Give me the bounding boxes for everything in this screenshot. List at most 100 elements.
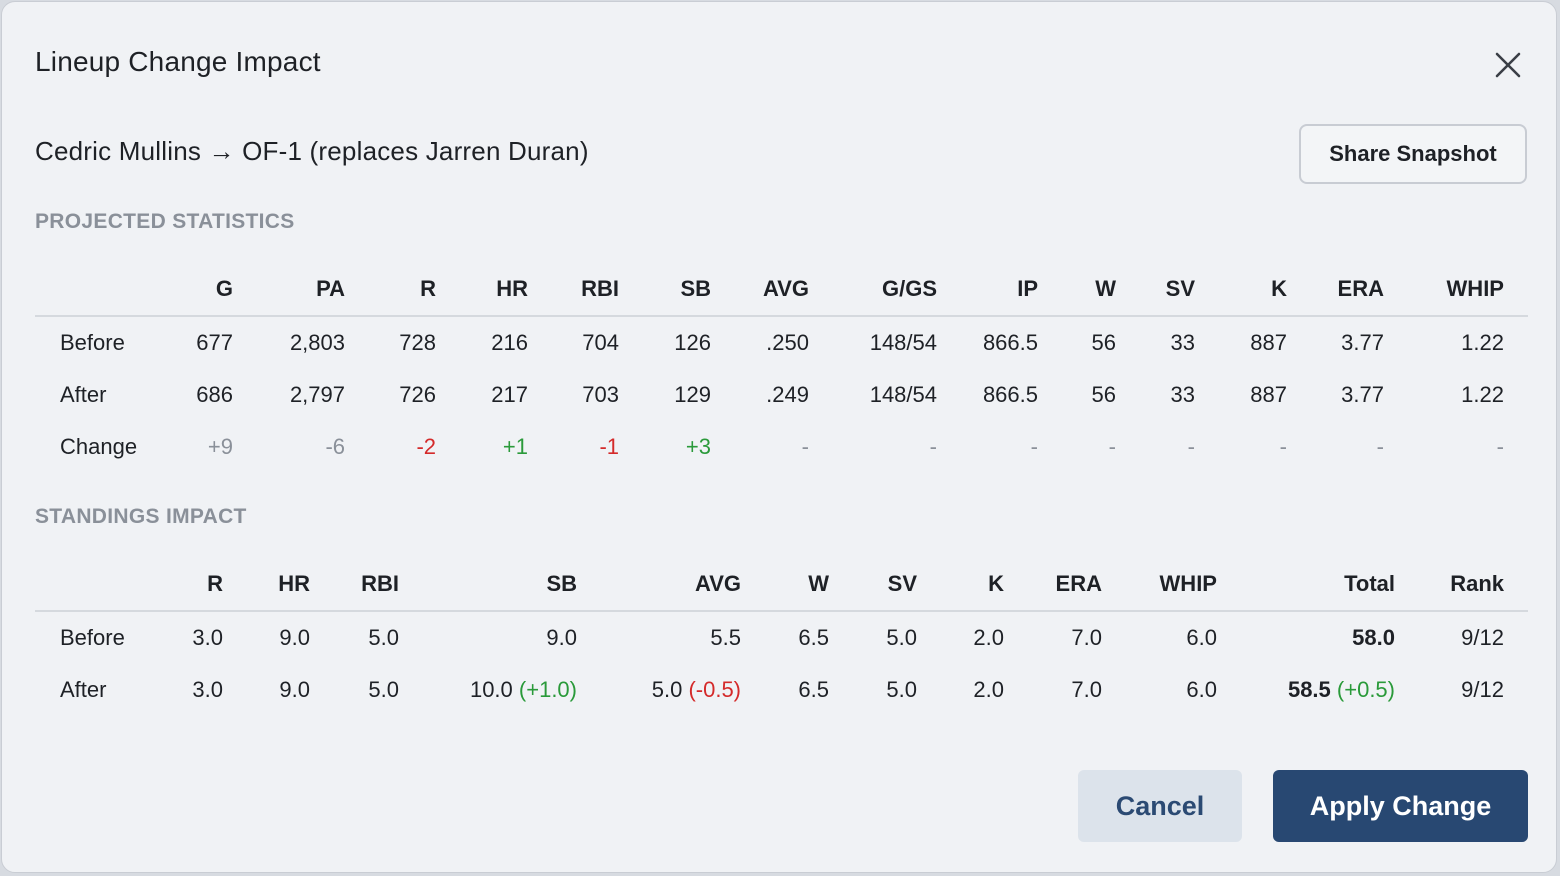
col-header: WHIP (1102, 558, 1217, 612)
points-value: 5.0 (651, 677, 683, 702)
points-cell: 9.0 (279, 625, 310, 650)
total-cell: 58.0 (1352, 625, 1395, 650)
table-row: Before 677 2,803 728 216 704 126 .250 14… (35, 316, 1528, 369)
change-cell: -6 (325, 434, 345, 459)
stat-cell: 866.5 (982, 330, 1038, 355)
stat-cell: 887 (1250, 382, 1287, 407)
stat-cell: 148/54 (869, 330, 937, 355)
row-label: Change (60, 434, 138, 459)
change-cell: +3 (685, 434, 711, 459)
points-cell: 5.0 (368, 625, 399, 650)
stat-cell: .250 (766, 330, 809, 355)
change-cell: - (1030, 434, 1038, 459)
col-header: RBI (310, 558, 399, 612)
close-button[interactable] (1485, 42, 1531, 88)
points-cell: 5.0 (886, 625, 917, 650)
col-header: R (345, 263, 436, 317)
points-cell: 3.0 (192, 625, 223, 650)
standings-impact-table: R HR RBI SB AVG W SV K ERA WHIP Total Ra… (35, 558, 1528, 716)
apply-change-button[interactable]: Apply Change (1273, 770, 1528, 842)
stat-cell: 686 (196, 382, 233, 407)
col-header: ERA (1287, 263, 1384, 317)
col-header: WHIP (1384, 263, 1528, 317)
row-label-header (35, 558, 146, 612)
change-cell: - (1279, 434, 1287, 459)
stat-cell: 866.5 (982, 382, 1038, 407)
stat-cell: 726 (399, 382, 436, 407)
table-row: After 686 2,797 726 217 703 129 .249 148… (35, 369, 1528, 421)
points-value: 10.0 (469, 677, 513, 702)
col-header: G (146, 263, 233, 317)
change-cell: -2 (416, 434, 436, 459)
change-cell: -1 (599, 434, 619, 459)
col-header: SV (829, 558, 917, 612)
row-label: Before (60, 625, 125, 650)
stat-cell: 887 (1250, 330, 1287, 355)
stat-cell: 217 (491, 382, 528, 407)
delta-positive: (+1.0) (518, 677, 577, 702)
stat-cell: 129 (674, 382, 711, 407)
points-cell: 5.5 (710, 625, 741, 650)
change-cell: - (1496, 434, 1504, 459)
col-header: SV (1116, 263, 1195, 317)
points-cell: 6.0 (1186, 677, 1217, 702)
stat-cell: 728 (399, 330, 436, 355)
change-cell: - (1187, 434, 1195, 459)
standings-header-row: R HR RBI SB AVG W SV K ERA WHIP Total Ra… (35, 558, 1528, 612)
projected-statistics-heading: PROJECTED STATISTICS (35, 210, 295, 233)
change-cell: - (801, 434, 809, 459)
stat-cell: 2,803 (289, 330, 345, 355)
table-row: After 3.0 9.0 5.0 10.0 (+1.0) 5.0 (-0.5)… (35, 664, 1528, 716)
col-header: G/GS (809, 263, 937, 317)
total-cell: 58.5 (+0.5) (1217, 664, 1395, 716)
stat-cell: 148/54 (869, 382, 937, 407)
change-cell: - (929, 434, 937, 459)
row-label: Before (60, 330, 125, 355)
stat-cell: 33 (1170, 382, 1195, 407)
col-header: HR (223, 558, 310, 612)
points-cell: 7.0 (1071, 677, 1102, 702)
stat-cell: 3.77 (1341, 382, 1384, 407)
col-header: ERA (1004, 558, 1102, 612)
table-row: Before 3.0 9.0 5.0 9.0 5.5 6.5 5.0 2.0 7… (35, 611, 1528, 664)
points-cell: 5.0 (-0.5) (577, 664, 741, 716)
points-cell: 7.0 (1071, 625, 1102, 650)
points-cell: 2.0 (973, 677, 1004, 702)
points-cell: 9.0 (279, 677, 310, 702)
points-cell: 5.0 (368, 677, 399, 702)
stat-cell: .249 (766, 382, 809, 407)
col-header: W (741, 558, 829, 612)
projected-statistics-table: G PA R HR RBI SB AVG G/GS IP W SV K ERA … (35, 263, 1528, 473)
rank-cell: 9/12 (1461, 677, 1504, 702)
col-header: Rank (1395, 558, 1528, 612)
col-header: PA (233, 263, 345, 317)
stat-cell: 2,797 (289, 382, 345, 407)
change-cell: - (1376, 434, 1384, 459)
col-header: HR (436, 263, 528, 317)
stat-cell: 216 (491, 330, 528, 355)
share-snapshot-button[interactable]: Share Snapshot (1299, 124, 1527, 184)
row-label: After (60, 382, 107, 407)
delta-negative: (-0.5) (688, 677, 741, 702)
stat-cell: 126 (674, 330, 711, 355)
change-cell: +9 (207, 434, 233, 459)
col-header: K (917, 558, 1004, 612)
points-cell: 6.0 (1186, 625, 1217, 650)
total-value: 58.5 (1287, 677, 1331, 702)
points-cell: 10.0 (+1.0) (399, 664, 577, 716)
col-header: Total (1217, 558, 1395, 612)
stat-cell: 1.22 (1461, 382, 1504, 407)
col-header: AVG (711, 263, 809, 317)
col-header: AVG (577, 558, 741, 612)
projected-header-row: G PA R HR RBI SB AVG G/GS IP W SV K ERA … (35, 263, 1528, 317)
col-header: K (1195, 263, 1287, 317)
table-row: Change +9 -6 -2 +1 -1 +3 - - - - - - - - (35, 421, 1528, 473)
change-summary: Cedric Mullins → OF-1 (replaces Jarren D… (35, 136, 589, 166)
points-cell: 3.0 (192, 677, 223, 702)
col-header: R (146, 558, 223, 612)
cancel-button[interactable]: Cancel (1078, 770, 1242, 842)
standings-impact-heading: STANDINGS IMPACT (35, 505, 247, 528)
close-icon (1495, 52, 1521, 78)
stat-cell: 56 (1091, 330, 1116, 355)
